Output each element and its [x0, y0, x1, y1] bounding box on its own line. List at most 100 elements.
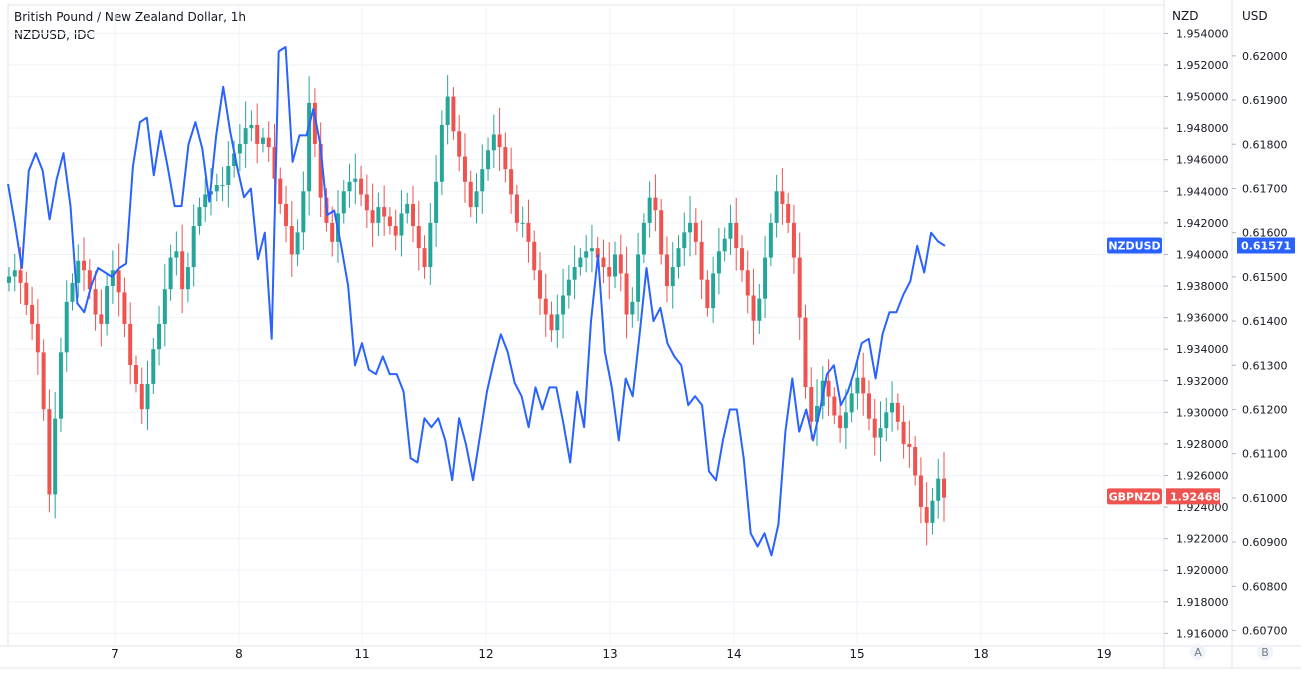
candle-body — [532, 241, 537, 271]
candle-body — [214, 184, 219, 192]
y-tick-label-left: 1.918000 — [1176, 596, 1229, 609]
candle-body — [549, 314, 554, 331]
candle-body — [359, 178, 364, 195]
y-tick-label-left: 1.922000 — [1176, 533, 1229, 546]
candle-body — [751, 295, 756, 321]
last-value-box-gbpnzd — [1166, 488, 1220, 505]
candle-body — [930, 500, 935, 523]
candle-body — [53, 418, 58, 495]
x-tick-label: 19 — [1096, 647, 1111, 661]
candle-body — [809, 387, 814, 422]
candle-body — [716, 251, 721, 274]
candle-body — [613, 254, 618, 277]
y-tick-label-left: 1.930000 — [1176, 406, 1229, 419]
y-tick-label-right: 0.60700 — [1242, 625, 1288, 638]
candle-body — [12, 270, 17, 277]
candle-body — [110, 270, 115, 287]
candle-body — [70, 282, 75, 302]
candle-body — [76, 260, 81, 283]
candle-body — [832, 396, 837, 416]
candle-body — [486, 150, 491, 170]
series-name-gbpnzd: GBPNZD — [1109, 490, 1161, 503]
y-tick-label-left: 1.916000 — [1176, 627, 1229, 640]
candle-body — [434, 181, 439, 223]
candle-body — [185, 267, 190, 290]
candle-body — [232, 153, 237, 167]
y-tick-label-left: 1.928000 — [1176, 438, 1229, 451]
x-tick-label: 7 — [111, 647, 119, 661]
candle-body — [757, 298, 762, 321]
candle-body — [728, 222, 733, 239]
candle-body — [347, 181, 352, 192]
y-tick-label-right: 0.61800 — [1242, 138, 1288, 151]
y-tick-label-right: 0.61400 — [1242, 315, 1288, 328]
candle-body — [722, 238, 727, 252]
candle-body — [220, 184, 225, 186]
candle-body — [255, 124, 260, 144]
candle-body — [312, 102, 317, 144]
candle-body — [162, 289, 167, 324]
candle-body — [64, 301, 69, 353]
candle-body — [122, 292, 127, 324]
candle-body — [480, 169, 485, 192]
y-tick-label-left: 1.938000 — [1176, 280, 1229, 293]
axis-a-button[interactable] — [1190, 644, 1206, 660]
candle-body — [561, 295, 566, 315]
candle-body — [688, 222, 693, 233]
candle-body — [936, 478, 941, 501]
candle-body — [128, 323, 133, 365]
candle-body — [555, 314, 560, 331]
candle-body — [942, 478, 946, 498]
candle-body — [58, 352, 63, 419]
y-tick-label-right: 0.61500 — [1242, 271, 1288, 284]
candle-body — [676, 248, 681, 268]
last-value-nzdusd: 0.61571 — [1241, 239, 1291, 252]
y-tick-label-right: 0.60800 — [1242, 580, 1288, 593]
candle-body — [180, 251, 185, 290]
candle-body — [878, 428, 883, 438]
candle-body — [774, 191, 779, 223]
x-tick-label: 15 — [849, 647, 864, 661]
candle-body — [566, 279, 571, 296]
candle-body — [497, 134, 502, 148]
y-tick-label-right: 0.61900 — [1242, 94, 1288, 107]
candle-body — [353, 178, 358, 182]
candle-body — [393, 226, 398, 236]
candle-body — [884, 412, 889, 429]
candle-body — [630, 301, 635, 315]
candle-body — [18, 270, 23, 283]
axis-b-button[interactable] — [1257, 644, 1273, 660]
candle-body — [872, 418, 877, 438]
candle-body — [624, 273, 629, 315]
candle-body — [537, 270, 542, 299]
candle-body — [307, 102, 312, 192]
candle-body — [826, 380, 831, 397]
candle-body — [116, 270, 121, 293]
candle-body — [803, 317, 808, 388]
candle-body — [266, 137, 271, 148]
candle-body — [405, 203, 410, 214]
candle-body — [890, 402, 895, 413]
candle-body — [913, 447, 918, 476]
candle-body — [87, 270, 92, 290]
candle-body — [284, 203, 289, 227]
y-tick-label-right: 0.61200 — [1242, 403, 1288, 416]
candle-body — [526, 222, 531, 242]
candle-body — [451, 96, 456, 132]
plot-frame — [7, 4, 1165, 647]
candle-body — [670, 267, 675, 287]
candle-body — [618, 254, 623, 274]
candle-body — [815, 406, 820, 422]
candle-body — [197, 207, 202, 227]
y-tick-label-left: 1.926000 — [1176, 469, 1229, 482]
candle-body — [739, 248, 744, 271]
candle-body — [24, 282, 29, 305]
candle-body — [249, 124, 254, 129]
candle-body — [174, 251, 179, 258]
candle-body — [411, 203, 416, 227]
candle-body — [763, 257, 768, 299]
candle-body — [711, 273, 716, 309]
y-tick-label-left: 1.920000 — [1176, 564, 1229, 577]
y-tick-label-left: 1.954000 — [1176, 27, 1229, 40]
